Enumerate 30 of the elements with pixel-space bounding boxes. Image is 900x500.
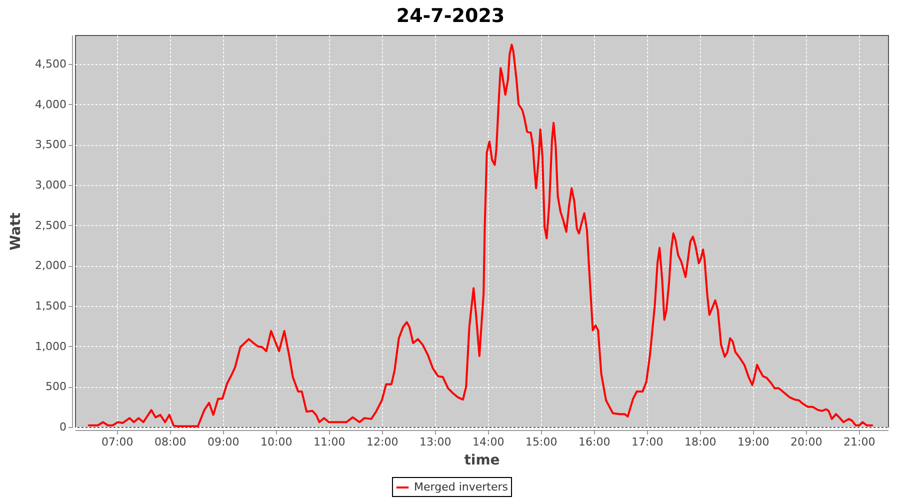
- x-tick-label: 18:00: [684, 436, 716, 448]
- y-tick-label: 3,000: [35, 178, 66, 192]
- y-tick-label: 4,500: [35, 58, 66, 71]
- chart-title: 24-7-2023: [396, 5, 505, 27]
- y-tick-label: 0: [60, 420, 66, 434]
- x-tick-label: 14:00: [472, 436, 504, 448]
- legend-label: Merged inverters: [414, 480, 508, 494]
- y-tick-label: 2,000: [35, 259, 66, 272]
- y-tick-label: 1,500: [35, 300, 66, 313]
- x-tick-label: 21:00: [844, 436, 876, 448]
- x-tick-label: 17:00: [632, 436, 664, 448]
- y-tick-label: 4,000: [35, 98, 66, 111]
- line-series: [88, 44, 874, 428]
- x-axis-title: time: [464, 452, 500, 468]
- x-tick-label: 12:00: [366, 436, 398, 448]
- y-tick-label: 1,000: [35, 340, 66, 353]
- x-tick-label: 08:00: [154, 436, 186, 448]
- y-tick-label: 3,500: [35, 138, 66, 152]
- x-tick-label: 09:00: [208, 436, 240, 448]
- y-tick-label: 2,500: [35, 218, 66, 232]
- x-tick-label: 15:00: [526, 436, 558, 448]
- x-tick-label: 16:00: [578, 436, 610, 448]
- x-tick-label: 13:00: [420, 436, 452, 448]
- y-axis-title: Watt: [8, 212, 24, 250]
- y-tick-label: 500: [46, 380, 66, 394]
- x-tick-label: 20:00: [790, 436, 822, 448]
- x-tick-label: 07:00: [102, 436, 134, 448]
- x-tick-label: 10:00: [260, 436, 292, 448]
- x-tick-label: 19:00: [738, 436, 770, 448]
- x-tick-label: 11:00: [314, 436, 346, 448]
